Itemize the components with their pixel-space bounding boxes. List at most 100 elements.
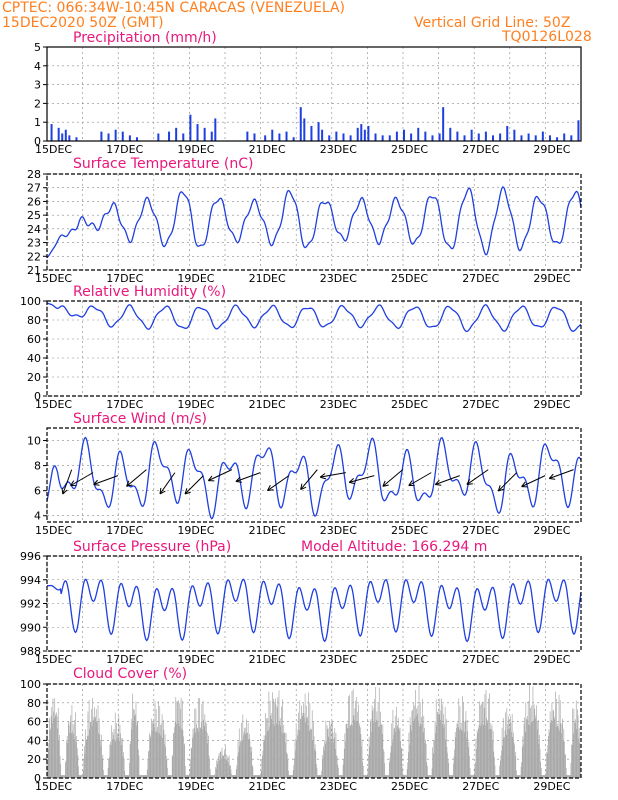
cloud-xtick-label: 15DEC: [35, 780, 72, 793]
precip-bar: [285, 131, 288, 141]
pres-ytick-label: 992: [20, 598, 41, 611]
cloud-xtick-label: 27DEC: [462, 780, 499, 793]
wind-arrow: [126, 469, 147, 487]
pres-xtick-label: 29DEC: [533, 653, 570, 666]
precip-bar: [499, 133, 502, 141]
temp-ytick-label: 22: [27, 250, 41, 263]
temp-panel: 15DEC 17DEC 19DEC 21DEC 23DEC 25DEC 27DEC 29DEC…: [27, 168, 582, 285]
wind-title: Surface Wind (m/s): [73, 411, 207, 427]
precip-bar: [253, 133, 256, 141]
precip-bar: [356, 127, 359, 141]
wind-arrow: [549, 469, 574, 479]
precip-bar: [136, 137, 138, 141]
wind-arrow: [435, 475, 460, 485]
precip-panel: 15DEC 17DEC 19DEC 21DEC 23DEC 25DEC 27DEC 29DEC…: [34, 41, 582, 156]
precip-bar: [214, 118, 217, 141]
wind-arrow-head: [93, 479, 100, 486]
cloud-panel: 15DEC 17DEC 19DEC 21DEC 23DEC 25DEC 27DEC 29DEC…: [20, 678, 582, 793]
pres-xtick-label: 17DEC: [106, 653, 143, 666]
wind-ytick-label: 8: [34, 460, 41, 473]
precip-bar: [363, 129, 366, 141]
precip-bar: [541, 131, 544, 141]
wind-arrow: [93, 475, 119, 485]
precip-bar: [556, 137, 559, 141]
precip-bar: [563, 133, 566, 141]
temp-title: Surface Temperature (nC): [73, 156, 254, 172]
precip-bar: [360, 124, 363, 141]
wind-arrow: [62, 469, 73, 495]
pres-subtitle: Model Altitude: 166.294 m: [301, 539, 487, 555]
cloud-xtick-label: 21DEC: [249, 780, 286, 793]
precip-bar: [534, 135, 537, 141]
wind-ytick-label: 4: [34, 510, 41, 523]
temp-xtick-label: 15DEC: [35, 272, 72, 285]
precip-bar: [203, 127, 206, 141]
precip-bar: [75, 137, 78, 141]
precip-bar: [527, 133, 530, 141]
rh-xtick-label: 17DEC: [106, 398, 143, 411]
header-model: TQ0126L028: [501, 29, 592, 45]
temp-ytick-label: 28: [27, 168, 41, 181]
wind-arrow-head: [521, 481, 528, 488]
precip-bar: [68, 135, 71, 141]
temp-xtick-label: 17DEC: [106, 272, 143, 285]
rh-xtick-label: 29DEC: [533, 398, 570, 411]
rh-xtick-label: 15DEC: [35, 398, 72, 411]
rh-xtick-label: 23DEC: [320, 398, 357, 411]
precip-bar: [100, 131, 103, 141]
precip-xtick-label: 15DEC: [35, 143, 72, 156]
cloud-xtick-label: 19DEC: [177, 780, 214, 793]
rh-ytick-label: 80: [27, 314, 41, 327]
wind-arrow-head: [61, 488, 68, 495]
wind-xtick-label: 21DEC: [249, 524, 286, 537]
wind-arrow-head: [408, 480, 415, 487]
wind-xtick-label: 25DEC: [391, 524, 428, 537]
cloud-ytick-label: 40: [27, 734, 41, 747]
precip-bar: [175, 127, 178, 141]
wind-arrow: [300, 469, 318, 490]
precip-bar: [395, 131, 398, 141]
pres-title: Surface Pressure (hPa): [73, 539, 231, 555]
wind-arrow: [184, 475, 204, 495]
precip-ytick-label: 0: [34, 135, 41, 148]
wind-arrow-head: [184, 488, 191, 495]
precip-bar: [410, 133, 413, 141]
precip-bar: [278, 133, 281, 141]
cloud-ytick-label: 80: [27, 697, 41, 710]
header-grid-note: Vertical Grid Line: 50Z: [414, 15, 570, 31]
cloud-title: Cloud Cover (%): [73, 666, 187, 682]
cloud-ytick-label: 20: [27, 753, 41, 766]
wind-arrow: [497, 472, 518, 492]
precip-title: Precipitation (mm/h): [73, 30, 217, 46]
precip-bar: [121, 131, 124, 141]
pres-ytick-label: 994: [20, 574, 41, 587]
temp-ytick-label: 27: [27, 182, 41, 195]
precip-bar: [310, 125, 313, 141]
precip-bar: [168, 131, 171, 141]
rh-panel: 15DEC 17DEC 19DEC 21DEC 23DEC 25DEC 27DEC 29DEC…: [20, 295, 582, 411]
precip-bar: [321, 129, 324, 141]
precip-bar: [271, 129, 274, 141]
rh-xtick-label: 21DEC: [249, 398, 286, 411]
precip-bar: [442, 107, 445, 141]
wind-arrow-head: [300, 483, 307, 491]
cloud-ytick-label: 100: [20, 678, 41, 691]
precip-bar: [456, 131, 459, 141]
wind-arrow-head: [126, 480, 133, 487]
wind-arrow: [267, 475, 290, 491]
temp-ytick-label: 25: [27, 209, 41, 222]
wind-arrow: [235, 472, 261, 482]
temp-ytick-label: 24: [27, 223, 41, 236]
precip-bar: [388, 135, 391, 141]
temp-frame: [46, 173, 582, 271]
precip-xtick-label: 29DEC: [533, 143, 570, 156]
rh-ytick-label: 40: [27, 352, 41, 365]
precip-xtick-label: 17DEC: [106, 143, 143, 156]
wind-arrow: [408, 472, 432, 487]
wind-xtick-label: 29DEC: [533, 524, 570, 537]
header-datetime: 15DEC2020 50Z (GMT): [2, 15, 164, 31]
rh-xtick-label: 25DEC: [391, 398, 428, 411]
precip-bar: [64, 129, 67, 141]
precip-ytick-label: 3: [34, 79, 41, 92]
